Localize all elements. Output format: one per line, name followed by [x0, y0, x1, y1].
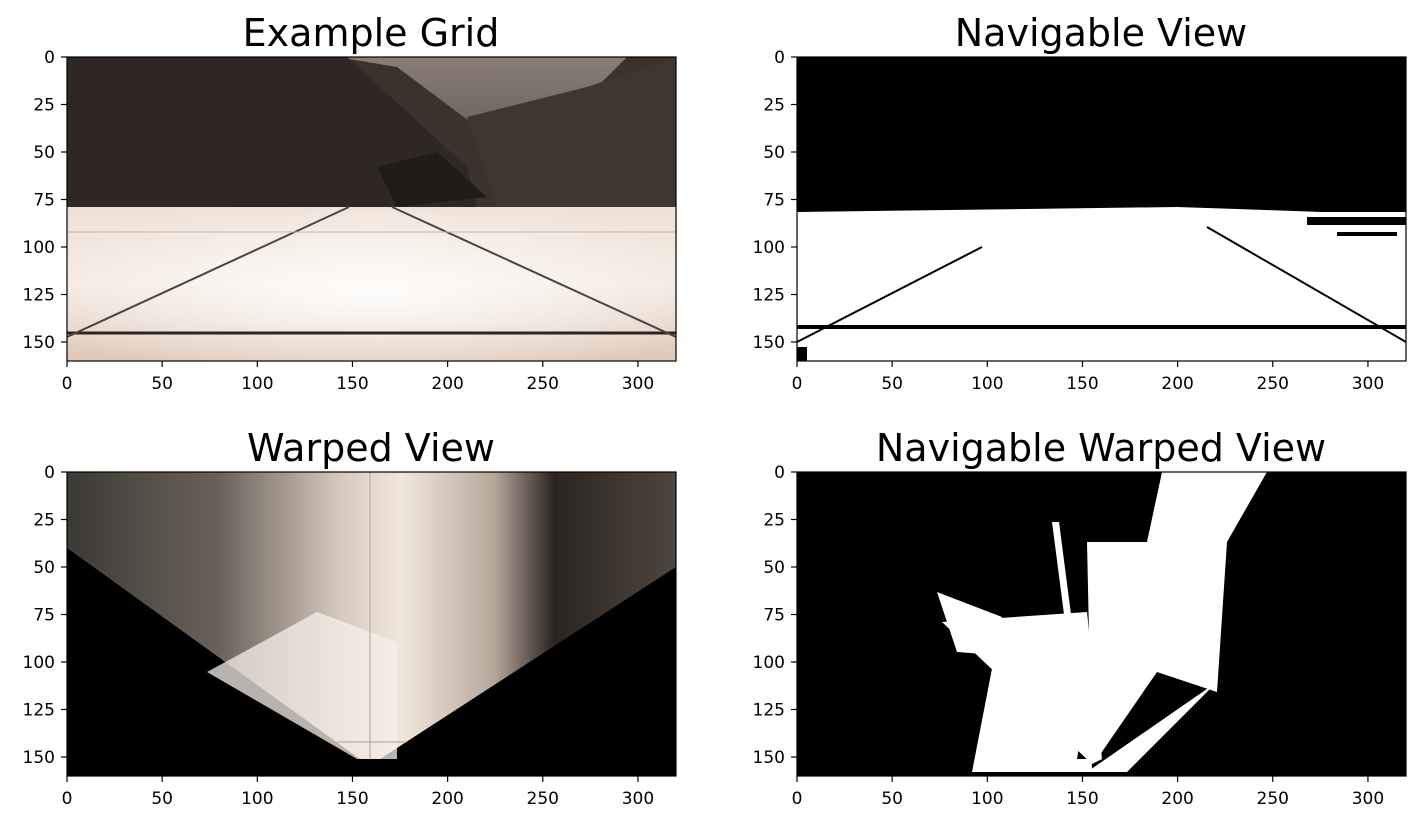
- x-tick-label: 0: [62, 789, 73, 809]
- x-tick-label: 100: [971, 374, 1003, 394]
- warped-image: [67, 472, 676, 776]
- y-axis: 0 25 50 75 100 125 150: [23, 48, 67, 353]
- y-tick-label: 50: [33, 143, 55, 163]
- y-tick-label: 150: [753, 748, 785, 768]
- x-tick-label: 0: [792, 789, 803, 809]
- y-tick-label: 25: [33, 96, 55, 116]
- y-tick-label: 125: [753, 286, 785, 306]
- y-tick-label: 0: [44, 48, 55, 68]
- x-tick-label: 300: [1352, 374, 1384, 394]
- panel-navigable-view: Navigable View 0 50 100 150 200 250 300 0 25 50 7…: [753, 11, 1407, 394]
- x-tick-label: 250: [527, 789, 559, 809]
- y-tick-label: 100: [23, 238, 55, 258]
- x-axis: 0 50 100 150 200 250 300: [62, 361, 654, 394]
- y-tick-label: 150: [23, 748, 55, 768]
- x-tick-label: 200: [431, 789, 463, 809]
- panel-warped-view: Warped View 0 50 100 150 200 250 300 0 25 50 75 10…: [23, 426, 677, 809]
- y-tick-label: 125: [753, 701, 785, 721]
- x-tick-label: 300: [622, 374, 654, 394]
- panel-title: Navigable View: [955, 11, 1247, 55]
- x-tick-label: 50: [881, 374, 903, 394]
- x-tick-label: 200: [431, 374, 463, 394]
- x-tick-label: 50: [151, 789, 173, 809]
- y-tick-label: 100: [753, 238, 785, 258]
- y-tick-label: 150: [23, 333, 55, 353]
- x-tick-label: 0: [792, 374, 803, 394]
- x-axis: 0 50 100 150 200 250 300: [62, 776, 654, 809]
- camera-image: [67, 57, 676, 361]
- x-tick-label: 100: [241, 374, 273, 394]
- x-tick-label: 300: [622, 789, 654, 809]
- y-tick-label: 75: [763, 606, 785, 626]
- x-tick-label: 0: [62, 374, 73, 394]
- y-tick-label: 25: [763, 96, 785, 116]
- y-tick-label: 0: [774, 463, 785, 483]
- x-tick-label: 100: [241, 789, 273, 809]
- y-tick-label: 100: [753, 653, 785, 673]
- binary-image: [797, 57, 1406, 361]
- x-tick-label: 250: [527, 374, 559, 394]
- y-tick-label: 0: [44, 463, 55, 483]
- y-tick-label: 50: [763, 558, 785, 578]
- x-tick-label: 50: [881, 789, 903, 809]
- y-tick-label: 75: [763, 191, 785, 211]
- x-axis: 0 50 100 150 200 250 300: [792, 776, 1384, 809]
- x-tick-label: 150: [1066, 789, 1098, 809]
- panel-example-grid: Example Grid 0 50 100 150 200 250 300 0 25 50 75 1…: [23, 11, 677, 394]
- x-tick-label: 200: [1161, 374, 1193, 394]
- y-tick-label: 100: [23, 653, 55, 673]
- y-tick-label: 125: [23, 701, 55, 721]
- x-tick-label: 100: [971, 789, 1003, 809]
- panel-title: Example Grid: [243, 11, 500, 55]
- x-tick-label: 250: [1257, 789, 1289, 809]
- panel-navigable-warped-view: Navigable Warped View 0 50 100 150 200 250 300…: [753, 426, 1407, 809]
- y-axis: 0 25 50 75 100 125 150: [753, 463, 797, 768]
- y-tick-label: 25: [33, 511, 55, 531]
- x-tick-label: 150: [1066, 374, 1098, 394]
- panel-title: Warped View: [247, 426, 495, 470]
- y-tick-label: 0: [774, 48, 785, 68]
- x-tick-label: 50: [151, 374, 173, 394]
- x-tick-label: 150: [336, 789, 368, 809]
- y-tick-label: 50: [763, 143, 785, 163]
- y-tick-label: 75: [33, 191, 55, 211]
- y-tick-label: 50: [33, 558, 55, 578]
- x-tick-label: 150: [336, 374, 368, 394]
- x-axis: 0 50 100 150 200 250 300: [792, 361, 1384, 394]
- y-axis: 0 25 50 75 100 125 150: [753, 48, 797, 353]
- y-tick-label: 125: [23, 286, 55, 306]
- binary-warped-image: [797, 472, 1406, 776]
- y-axis: 0 25 50 75 100 125 150: [23, 463, 67, 768]
- y-tick-label: 75: [33, 606, 55, 626]
- x-tick-label: 300: [1352, 789, 1384, 809]
- x-tick-label: 200: [1161, 789, 1193, 809]
- y-tick-label: 150: [753, 333, 785, 353]
- x-tick-label: 250: [1257, 374, 1289, 394]
- y-tick-label: 25: [763, 511, 785, 531]
- panel-title: Navigable Warped View: [876, 426, 1326, 470]
